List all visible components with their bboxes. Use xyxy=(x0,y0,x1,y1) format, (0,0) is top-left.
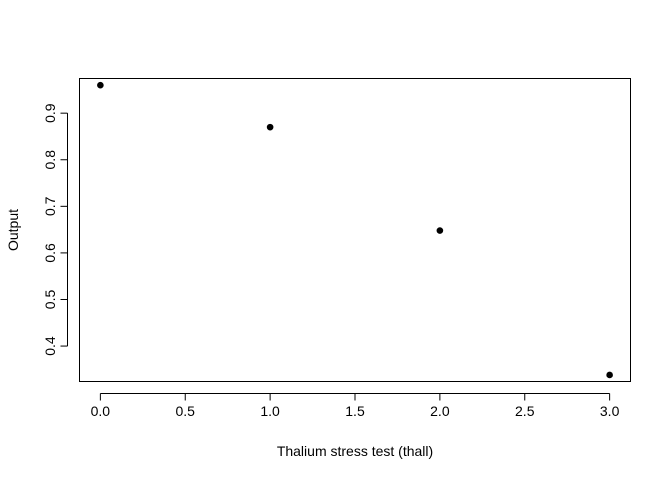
y-tick-label: 0.9 xyxy=(42,103,58,123)
data-point xyxy=(606,371,613,379)
x-tick-label: 1.5 xyxy=(345,403,365,419)
x-tick-label: 0.5 xyxy=(176,403,196,419)
y-axis: 0.4 0.5 0.6 0.7 0.8 0.9 xyxy=(42,103,68,356)
data-point xyxy=(266,123,274,131)
x-tick-label: 3.0 xyxy=(600,403,620,419)
y-tick-label: 0.6 xyxy=(42,243,58,263)
y-axis-title: Output xyxy=(5,209,21,251)
y-tick-label: 0.8 xyxy=(42,150,58,170)
data-point xyxy=(436,227,444,234)
data-points xyxy=(97,81,613,379)
x-tick-label: 0.0 xyxy=(91,403,111,419)
y-tick-label: 0.7 xyxy=(42,196,58,216)
data-point xyxy=(97,81,104,89)
y-tick-label: 0.4 xyxy=(42,336,58,356)
x-tick-label: 2.5 xyxy=(515,403,535,419)
x-tick-label: 1.0 xyxy=(260,403,280,419)
x-tick-label: 2.0 xyxy=(430,403,450,419)
plot-area-border xyxy=(79,78,631,382)
y-tick-label: 0.5 xyxy=(42,290,58,310)
x-axis: 0.0 0.5 1.0 1.5 2.0 2.5 3.0 xyxy=(91,393,620,419)
x-axis-title: Thalium stress test (thall) xyxy=(277,443,433,459)
